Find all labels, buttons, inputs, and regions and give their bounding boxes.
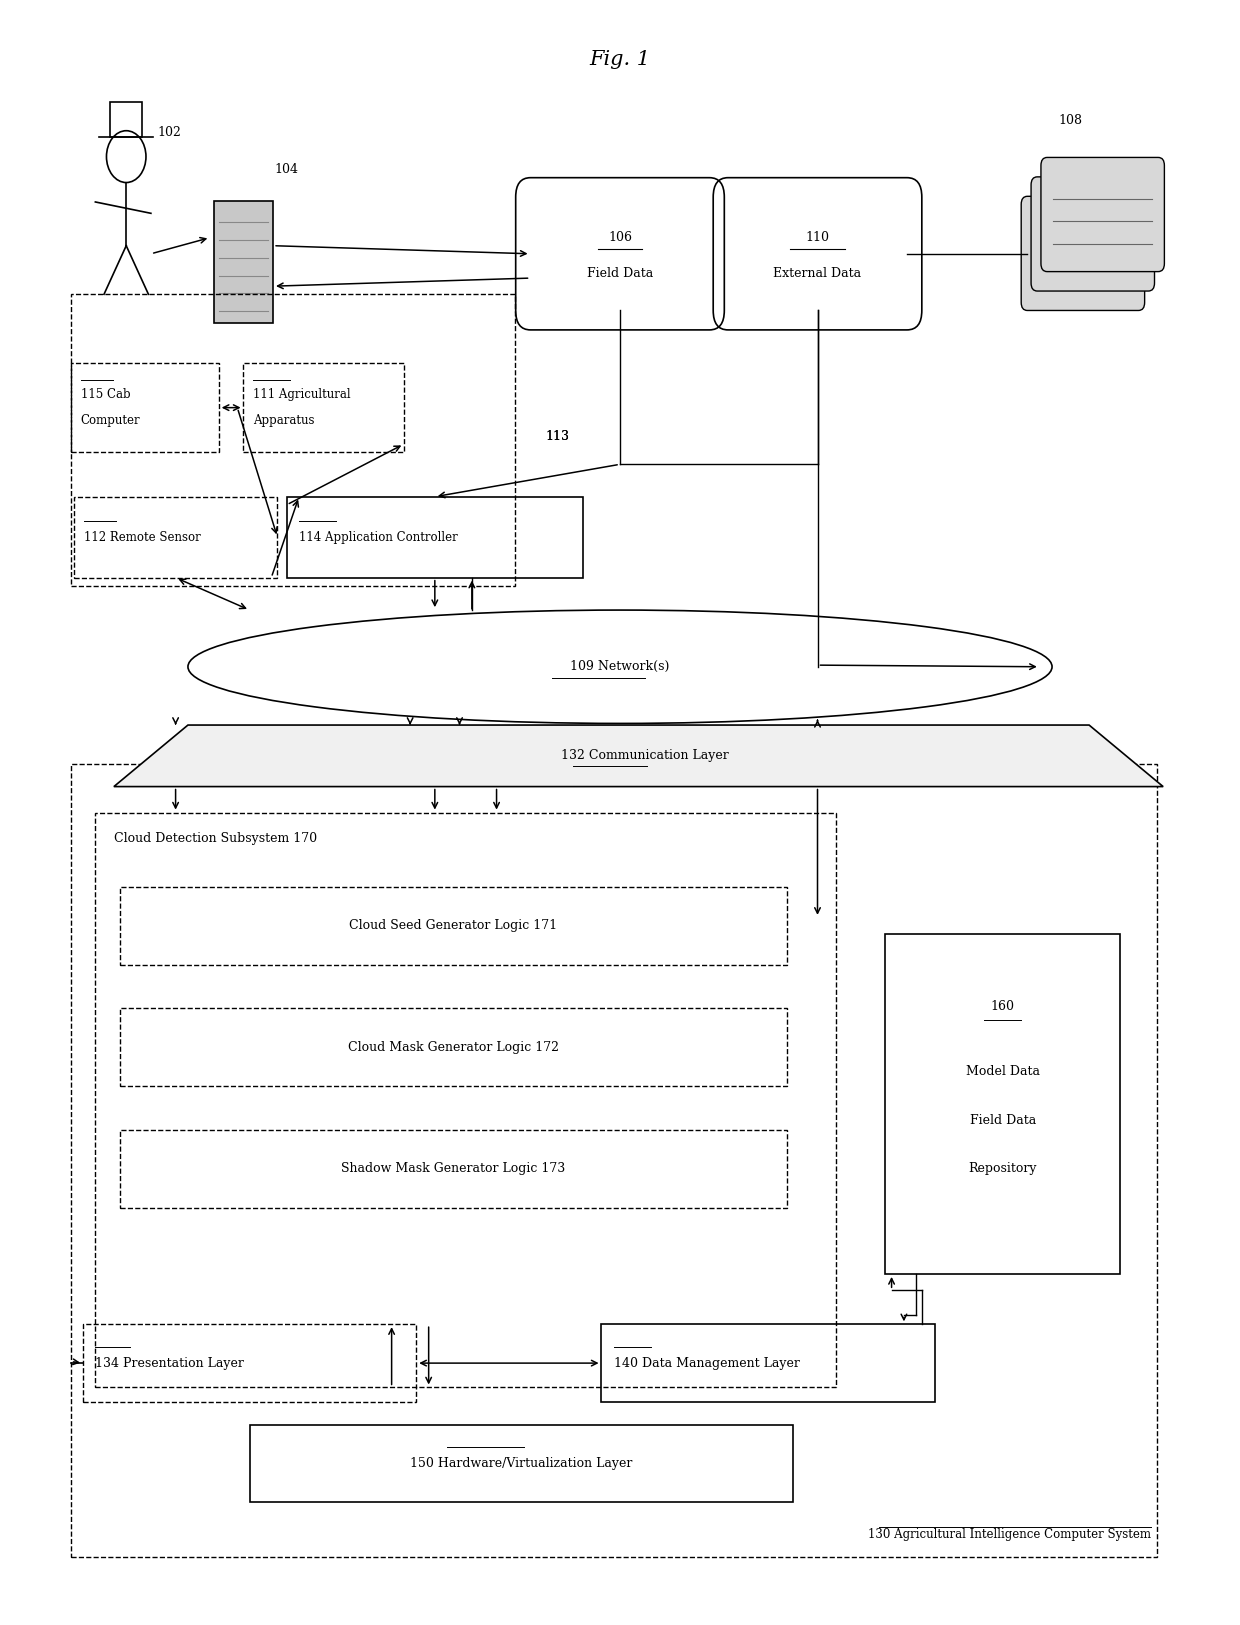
Text: 112 Remote Sensor: 112 Remote Sensor: [83, 531, 201, 544]
Text: Repository: Repository: [968, 1162, 1037, 1175]
Bar: [286, 497, 583, 577]
FancyBboxPatch shape: [1040, 158, 1164, 271]
Text: External Data: External Data: [774, 266, 862, 279]
Bar: [120, 1009, 786, 1086]
Text: 130 Agricultural Intelligence Computer System: 130 Agricultural Intelligence Computer S…: [868, 1528, 1151, 1540]
Bar: [95, 812, 836, 1388]
Bar: [120, 887, 786, 965]
Text: 109 Network(s): 109 Network(s): [570, 660, 670, 673]
Text: Cloud Detection Subsystem 170: Cloud Detection Subsystem 170: [114, 832, 317, 845]
Text: Cloud Mask Generator Logic 172: Cloud Mask Generator Logic 172: [348, 1042, 559, 1055]
Text: 140 Data Management Layer: 140 Data Management Layer: [614, 1357, 800, 1370]
Polygon shape: [114, 725, 1163, 786]
Text: 113: 113: [546, 431, 570, 444]
FancyBboxPatch shape: [1022, 197, 1145, 310]
Text: 110: 110: [806, 231, 830, 244]
Text: 134 Presentation Layer: 134 Presentation Layer: [95, 1357, 244, 1370]
FancyBboxPatch shape: [1032, 177, 1154, 291]
Bar: [71, 294, 515, 585]
Text: Cloud Seed Generator Logic 171: Cloud Seed Generator Logic 171: [350, 920, 558, 933]
Bar: [120, 1129, 786, 1207]
Bar: [885, 934, 1120, 1274]
Bar: [110, 102, 143, 136]
Text: 160: 160: [991, 1001, 1014, 1014]
Text: 132 Communication Layer: 132 Communication Layer: [560, 749, 729, 762]
Text: Field Data: Field Data: [587, 266, 653, 279]
Text: 104: 104: [274, 162, 299, 176]
Bar: [213, 202, 273, 323]
Text: 108: 108: [1058, 114, 1083, 127]
Text: Field Data: Field Data: [970, 1113, 1035, 1126]
Text: 114 Application Controller: 114 Application Controller: [299, 531, 458, 544]
Text: Apparatus: Apparatus: [253, 414, 315, 427]
Text: Shadow Mask Generator Logic 173: Shadow Mask Generator Logic 173: [341, 1162, 565, 1175]
Bar: [71, 764, 1157, 1557]
Text: 102: 102: [157, 125, 181, 138]
Text: Fig. 1: Fig. 1: [589, 50, 651, 68]
Text: 111 Agricultural: 111 Agricultural: [253, 388, 351, 401]
Text: 106: 106: [608, 231, 632, 244]
Text: 113: 113: [546, 431, 570, 444]
Text: 115 Cab: 115 Cab: [81, 388, 130, 401]
Text: 150 Hardware/Virtualization Layer: 150 Hardware/Virtualization Layer: [410, 1458, 632, 1471]
Text: Model Data: Model Data: [966, 1064, 1039, 1077]
Bar: [71, 362, 218, 452]
Bar: [249, 1425, 792, 1503]
Bar: [73, 497, 278, 577]
Text: Computer: Computer: [81, 414, 140, 427]
Bar: [243, 362, 404, 452]
Bar: [83, 1324, 417, 1402]
Bar: [601, 1324, 935, 1402]
